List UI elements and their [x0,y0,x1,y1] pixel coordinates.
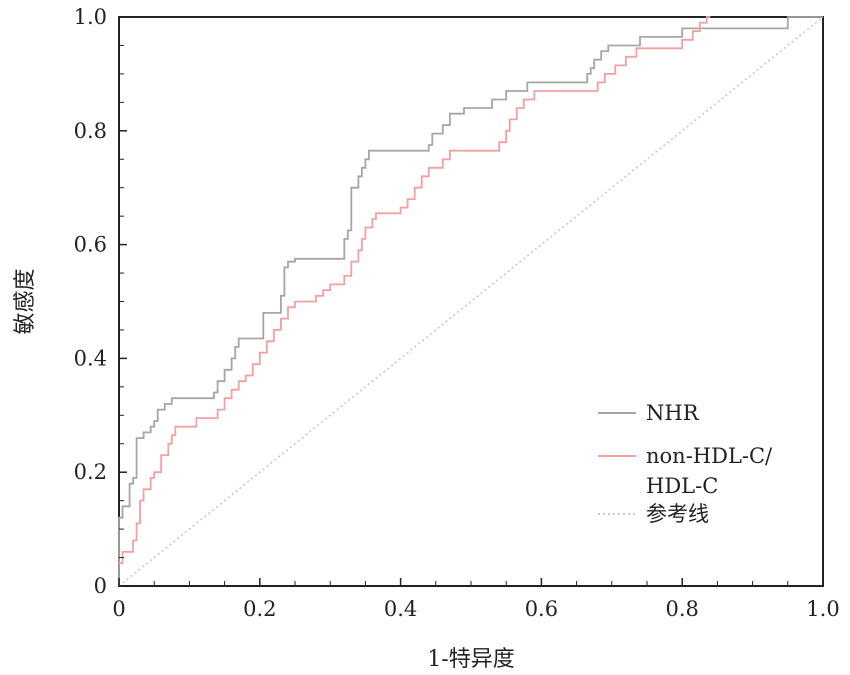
y-tick-label-5: 1.0 [74,5,107,29]
y-tick-label-3: 0.6 [74,233,107,257]
y-tick-label-1: 0.2 [74,460,107,484]
legend-label-1-line-0: non-HDL-C/ [646,444,773,468]
x-axis-title: 1-特异度 [427,647,514,672]
series-layer [118,16,824,587]
x-tick-label-1: 0.2 [243,597,276,621]
x-tick-label-5: 1.0 [806,597,839,621]
series-line-0 [118,16,823,586]
x-tick-label-0: 0 [112,597,125,621]
series-line-2 [118,16,824,587]
x-tick-label-2: 0.4 [384,597,417,621]
legend-label-2: 参考线 [646,502,709,526]
legend-label-1-line-1: HDL-C [646,474,718,498]
legend-label-0: NHR [646,401,700,425]
y-tick-label-2: 0.4 [74,346,107,370]
x-tick-label-4: 0.8 [665,597,698,621]
y-axis-title: 敏感度 [13,268,38,334]
y-tick-label-4: 0.8 [74,119,107,143]
x-tick-label-3: 0.6 [525,597,558,621]
legend: NHR non-HDL-C/HDL-C 参考线 [598,401,773,526]
y-tick-label-0: 0 [94,574,107,598]
series-line-1 [119,16,711,565]
axes-layer: 0 0.2 0.4 0.6 0.8 1.0 0 0.2 0.4 0.6 0.8 1.0 [74,5,840,621]
